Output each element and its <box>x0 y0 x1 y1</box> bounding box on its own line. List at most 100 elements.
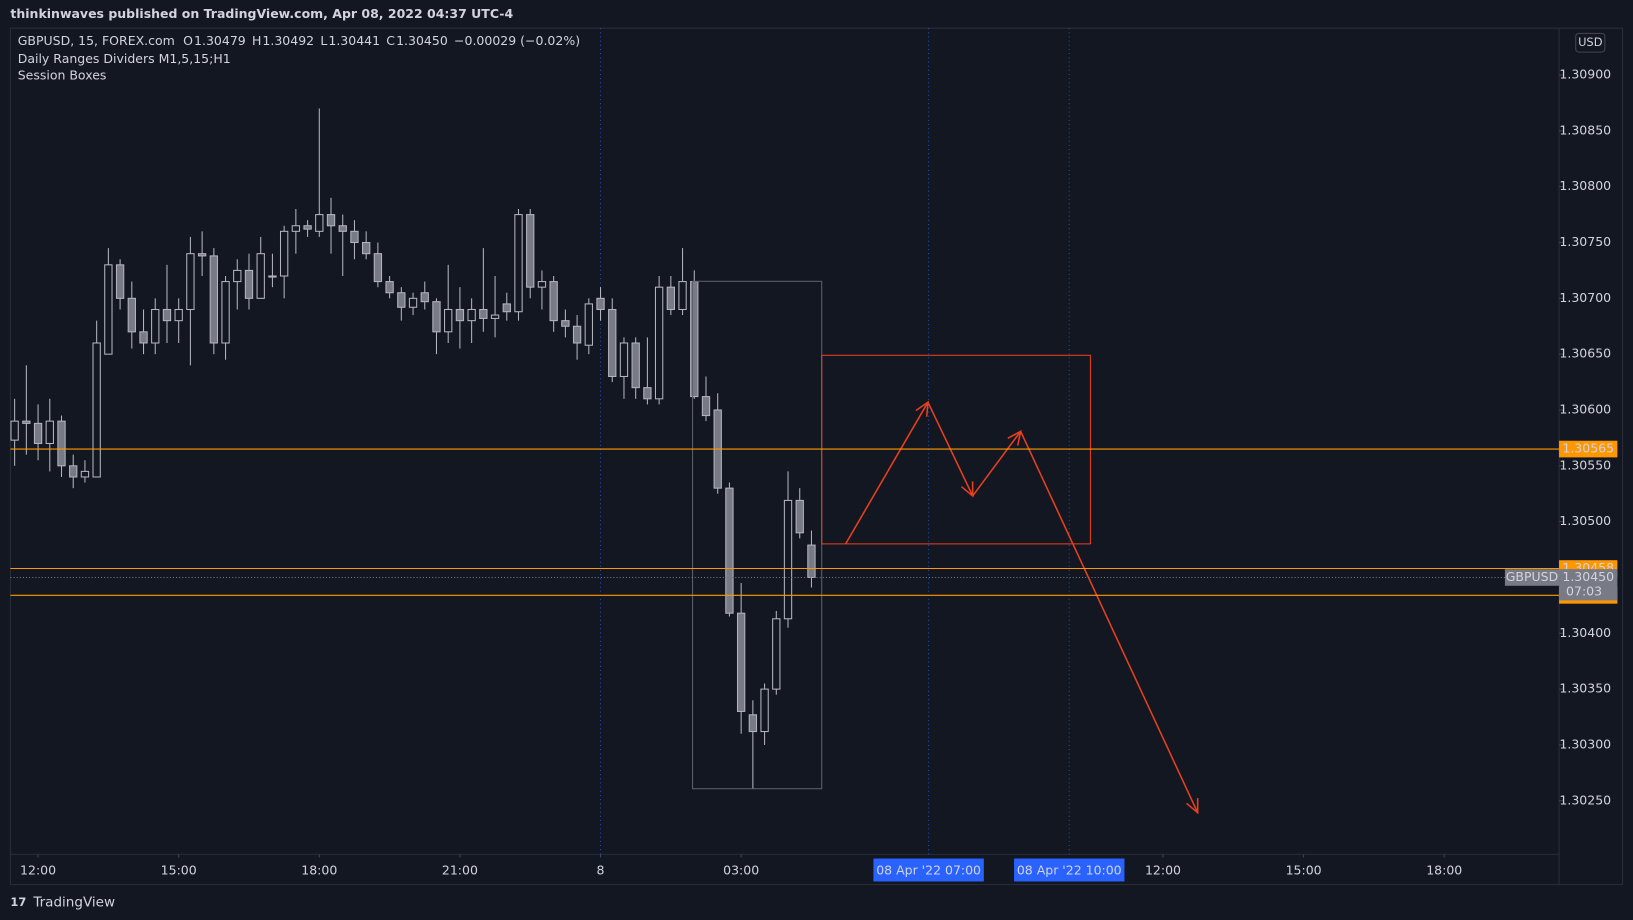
arrow <box>972 430 1022 497</box>
candle-body <box>549 281 558 322</box>
y-tick-label: 1.30400 <box>1559 625 1611 640</box>
footer-logo[interactable]: 17 TradingView <box>10 894 115 910</box>
candle-body <box>654 286 664 400</box>
arrow <box>1019 431 1199 814</box>
legend-change: −0.00029 (−0.02%) <box>454 33 580 48</box>
candle-body <box>92 342 101 478</box>
y-tick-label: 1.30300 <box>1559 736 1611 751</box>
legend-symbol: GBPUSD, 15, FOREX.com <box>18 33 175 48</box>
candle-body <box>315 214 324 232</box>
candle-body <box>490 314 500 319</box>
y-tick-label: 1.30750 <box>1559 234 1611 249</box>
candle-body <box>279 230 289 277</box>
candle-body <box>127 297 136 333</box>
x-tick-label: 18:00 <box>1426 863 1462 878</box>
candle-body <box>444 308 453 333</box>
candle-body <box>362 241 371 255</box>
legend-key: O <box>183 33 193 48</box>
legend-key: L <box>320 33 327 48</box>
legend-indicator: Session Boxes <box>18 68 107 83</box>
candle-body <box>748 714 758 733</box>
drawing-xtick-label: 08 Apr '22 07:00 <box>876 863 981 878</box>
candle-body <box>57 420 66 467</box>
candle-body <box>221 281 230 344</box>
legend-key: C <box>386 33 395 48</box>
y-tick-label: 1.30650 <box>1559 346 1611 361</box>
arrow-head <box>1186 798 1199 815</box>
price-line-label: 1.30565 <box>1562 441 1614 456</box>
candle-body <box>690 281 699 398</box>
candle-body <box>678 281 687 311</box>
logo-mark[interactable]: 17 <box>10 895 26 909</box>
candle-body <box>608 308 617 378</box>
candle-body <box>502 303 511 313</box>
currency[interactable]: USD <box>1578 35 1603 49</box>
candle-body <box>303 225 312 230</box>
y-tick-label: 1.30500 <box>1559 513 1611 528</box>
candle-body <box>619 342 629 378</box>
last-price-box <box>1559 569 1618 601</box>
candle-body <box>783 499 793 620</box>
candle-body <box>701 396 711 417</box>
currency-box[interactable] <box>1575 32 1606 53</box>
candle-body <box>397 292 406 308</box>
candle-body <box>736 612 746 712</box>
legend-indicator: Daily Ranges Dividers M1,5,15;H1 <box>18 51 231 66</box>
candle-body <box>22 420 31 424</box>
candle-body <box>197 253 207 257</box>
candle-body <box>104 264 113 355</box>
last-price-name-box <box>1504 569 1560 586</box>
x-tick-label: 18:00 <box>301 863 337 878</box>
footer[interactable]: TradingView <box>32 894 115 910</box>
drawn-arrows <box>844 400 1199 815</box>
legend-value: 1.30441 <box>328 33 380 48</box>
candle-body <box>33 422 43 444</box>
y-tick-label: 1.30700 <box>1559 290 1611 305</box>
x-tick-label: 12:00 <box>1145 863 1181 878</box>
candle-body <box>233 269 242 283</box>
candle-body <box>244 269 254 299</box>
price-line-box <box>1559 440 1618 458</box>
legend-value: 1.30479 <box>194 33 246 48</box>
candle-body <box>139 331 148 344</box>
candle-body <box>795 499 804 534</box>
candle-body <box>115 264 125 299</box>
candle-body <box>291 225 301 232</box>
candle-body <box>338 225 347 232</box>
candle-body <box>584 303 593 346</box>
candle-body <box>772 618 781 690</box>
drawing-xtick-label: 08 Apr '22 10:00 <box>1017 863 1122 878</box>
candle-body <box>69 465 78 478</box>
candle-body <box>807 544 816 578</box>
y-tick-label: 1.30350 <box>1559 681 1611 696</box>
candle-body <box>80 470 90 478</box>
candle-body <box>326 214 336 227</box>
legend-value: 1.30450 <box>396 33 448 48</box>
candle-body <box>10 420 19 441</box>
chart-frame <box>9 27 1624 886</box>
last-price-countdown: 07:03 <box>1566 584 1602 599</box>
candle-body <box>420 292 429 303</box>
candle-body <box>725 487 734 614</box>
candle-body <box>537 281 547 288</box>
candle-body <box>45 420 54 444</box>
candle-body <box>467 308 476 322</box>
legend-value: 1.30492 <box>262 33 314 48</box>
candle-body <box>432 301 441 333</box>
publisher: thinkinwaves published on TradingView.co… <box>10 6 513 21</box>
candle-body <box>256 253 265 299</box>
drawing-xtick-box <box>1014 858 1125 882</box>
candle-body <box>666 286 676 311</box>
last-price-label: 1.30450 <box>1562 569 1614 584</box>
y-tick-label: 1.30800 <box>1559 178 1611 193</box>
candle-body <box>186 253 195 311</box>
last-price-name: GBPUSD <box>1506 569 1559 584</box>
legend-key: H <box>252 33 261 48</box>
y-tick-label: 1.30550 <box>1559 457 1611 472</box>
candle-body <box>268 275 277 278</box>
x-tick-label: 15:00 <box>161 863 197 878</box>
candle-body <box>631 342 640 389</box>
candle-body <box>561 320 570 327</box>
